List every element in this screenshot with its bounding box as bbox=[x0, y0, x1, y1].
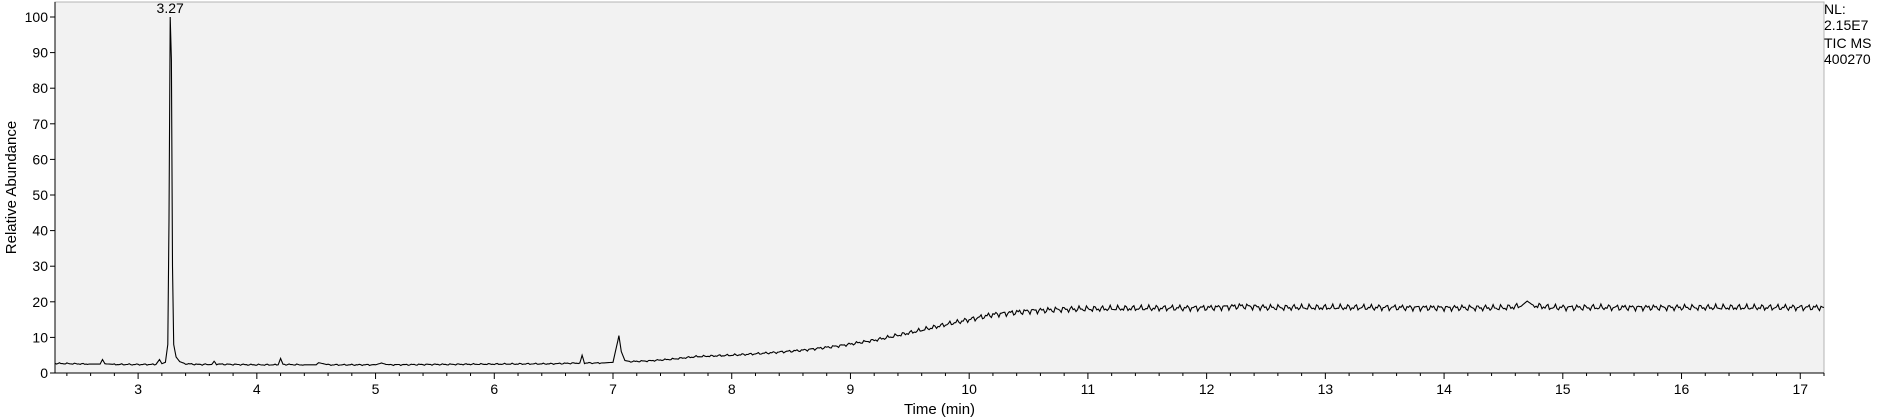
x-tick-label: 4 bbox=[253, 381, 261, 397]
x-tick-label: 3 bbox=[134, 381, 142, 397]
y-axis-title: Relative Abundance bbox=[3, 121, 20, 254]
trace-label: TIC MS bbox=[1824, 35, 1872, 51]
y-tick-label: 40 bbox=[32, 223, 48, 239]
x-tick-label: 11 bbox=[1081, 381, 1096, 397]
x-tick-label: 9 bbox=[847, 381, 855, 397]
y-axis-ticks: 0 10 20 30 40 50 60 70 80 90 100 bbox=[25, 9, 55, 381]
y-tick-label: 80 bbox=[32, 80, 48, 96]
tic-trace-line bbox=[54, 16, 1825, 367]
x-tick-label: 12 bbox=[1199, 381, 1215, 397]
nl-value: 2.15E7 bbox=[1824, 17, 1869, 33]
y-tick-label: 100 bbox=[25, 9, 49, 25]
x-axis-title: Time (min) bbox=[904, 401, 975, 418]
x-tick-label: 17 bbox=[1792, 381, 1808, 397]
y-tick-label: 70 bbox=[32, 116, 48, 132]
x-tick-label: 13 bbox=[1318, 381, 1334, 397]
peak-annotation: 3.27 bbox=[157, 0, 184, 16]
nl-label: NL: bbox=[1824, 1, 1846, 17]
plot-area bbox=[54, 1, 1825, 374]
x-tick-label: 16 bbox=[1674, 381, 1690, 397]
x-tick-label: 10 bbox=[961, 381, 977, 397]
file-id: 400270 bbox=[1824, 51, 1871, 67]
x-tick-label: 5 bbox=[372, 381, 380, 397]
x-tick-label: 7 bbox=[609, 381, 617, 397]
x-tick-label: 8 bbox=[728, 381, 736, 397]
y-tick-label: 30 bbox=[32, 258, 48, 274]
y-tick-label: 0 bbox=[40, 365, 48, 381]
x-tick-label: 6 bbox=[490, 381, 498, 397]
y-tick-label: 10 bbox=[32, 329, 48, 345]
y-tick-label: 90 bbox=[32, 45, 48, 61]
x-axis-ticks: 3 4 5 6 7 8 9 10 11 12 13 14 15 16 17 bbox=[66, 373, 1825, 397]
x-tick-label: 14 bbox=[1436, 381, 1452, 397]
y-tick-label: 50 bbox=[32, 187, 48, 203]
y-tick-label: 60 bbox=[32, 151, 48, 167]
x-tick-label: 15 bbox=[1555, 381, 1571, 397]
y-tick-label: 20 bbox=[32, 294, 48, 310]
